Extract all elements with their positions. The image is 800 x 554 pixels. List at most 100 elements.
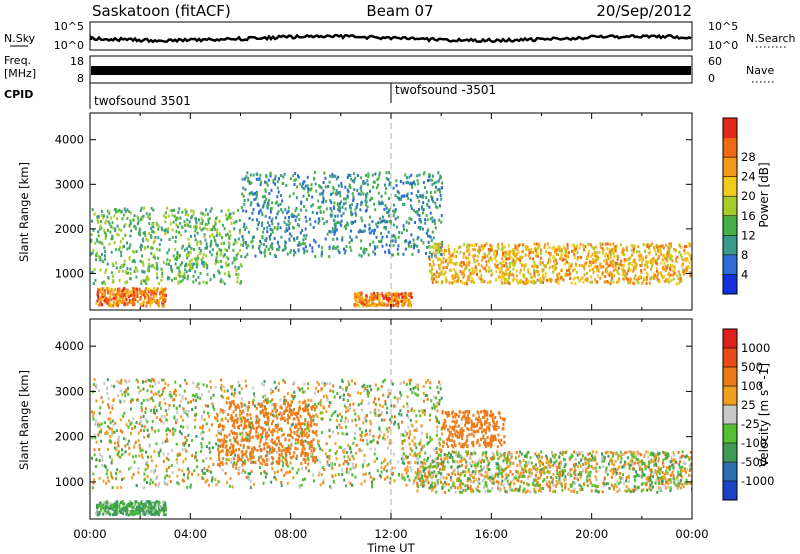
power-cell bbox=[202, 260, 205, 264]
power-cell bbox=[126, 241, 128, 245]
power-cell bbox=[518, 257, 520, 261]
velocity-cell bbox=[241, 397, 243, 401]
power-cell bbox=[235, 253, 238, 257]
power-cell bbox=[266, 230, 269, 234]
power-cell bbox=[93, 268, 96, 271]
velocity-cell bbox=[275, 477, 277, 481]
power-cell bbox=[347, 190, 350, 194]
power-cell bbox=[450, 259, 453, 262]
power-cell bbox=[617, 263, 620, 267]
power-cell bbox=[107, 291, 110, 295]
velocity-cell bbox=[284, 380, 287, 384]
power-cell bbox=[112, 302, 115, 306]
power-cell bbox=[128, 300, 131, 304]
velocity-cell bbox=[207, 411, 209, 415]
velocity-cell bbox=[341, 380, 344, 384]
power-cell bbox=[126, 208, 129, 212]
power-cell bbox=[437, 275, 440, 279]
power-cell bbox=[524, 245, 527, 248]
power-cell bbox=[286, 229, 289, 232]
power-cell bbox=[399, 180, 402, 183]
power-cell bbox=[677, 277, 680, 281]
power-cell bbox=[395, 296, 398, 300]
velocity-cell bbox=[243, 410, 246, 414]
velocity-cell bbox=[364, 433, 367, 437]
power-cell bbox=[358, 304, 361, 308]
power-cell bbox=[476, 259, 479, 263]
power-cell bbox=[285, 184, 288, 188]
power-cell bbox=[582, 280, 585, 284]
power-cell bbox=[271, 201, 274, 205]
power-cell bbox=[675, 257, 678, 260]
power-cell bbox=[181, 246, 184, 250]
velocity-cell bbox=[143, 435, 146, 439]
velocity-cell bbox=[318, 471, 321, 475]
power-cell bbox=[191, 265, 194, 269]
power-cell bbox=[590, 275, 593, 279]
power-cell bbox=[377, 221, 380, 225]
power-cell bbox=[141, 260, 144, 264]
power-cell bbox=[402, 203, 404, 206]
power-cell bbox=[179, 221, 182, 225]
power-cell bbox=[349, 245, 352, 249]
power-cell bbox=[330, 200, 333, 204]
power-cell bbox=[193, 225, 196, 229]
velocity-cell bbox=[354, 418, 357, 422]
velocity-cell bbox=[296, 423, 299, 427]
power-cell bbox=[657, 257, 660, 260]
power-cell bbox=[99, 258, 102, 262]
power-cell bbox=[352, 195, 355, 199]
power-cell bbox=[542, 268, 545, 272]
velocity-cell bbox=[162, 389, 165, 393]
power-cell bbox=[457, 276, 460, 280]
velocity-cell bbox=[260, 381, 263, 385]
power-cell bbox=[136, 289, 139, 293]
velocity-cell bbox=[422, 445, 425, 449]
power-cell bbox=[665, 278, 667, 282]
power-cell bbox=[548, 246, 551, 249]
power-cell bbox=[633, 261, 636, 264]
power-cell bbox=[443, 273, 445, 276]
power-cell bbox=[448, 256, 451, 260]
power-cell bbox=[291, 215, 294, 218]
velocity-cell bbox=[129, 407, 132, 411]
power-cell bbox=[543, 243, 546, 247]
power-cell bbox=[486, 254, 489, 258]
power-cell bbox=[629, 279, 632, 283]
power-cell bbox=[177, 210, 180, 214]
velocity-cell bbox=[121, 478, 123, 481]
power-cell bbox=[506, 257, 509, 261]
velocity-cell bbox=[172, 398, 175, 402]
velocity-cell bbox=[337, 431, 340, 435]
velocity-cell bbox=[376, 457, 379, 461]
velocity-cell bbox=[274, 386, 277, 390]
velocity-cell bbox=[174, 428, 177, 432]
power-cell bbox=[595, 251, 598, 255]
velocity-cell bbox=[374, 411, 377, 415]
power-cell bbox=[230, 216, 233, 220]
power-cell bbox=[483, 244, 486, 247]
power-cell bbox=[170, 267, 173, 271]
power-cell bbox=[565, 254, 568, 258]
velocity-cell bbox=[421, 431, 424, 435]
power-cell bbox=[277, 240, 279, 244]
power-cell bbox=[240, 280, 243, 284]
power-cell bbox=[606, 280, 609, 284]
power-cell bbox=[673, 247, 676, 251]
power-cell bbox=[609, 282, 612, 286]
power-cell bbox=[687, 264, 690, 268]
velocity-cell bbox=[178, 468, 181, 472]
power-cell bbox=[90, 233, 93, 236]
velocity-cell bbox=[399, 396, 401, 400]
power-cell bbox=[108, 222, 111, 226]
power-cell bbox=[681, 262, 684, 266]
velocity-cell bbox=[219, 408, 222, 412]
velocity-cell bbox=[130, 509, 133, 513]
velocity-cell bbox=[267, 452, 270, 456]
power-cell bbox=[388, 297, 391, 301]
power-cell bbox=[214, 220, 217, 224]
velocity-cell bbox=[207, 465, 210, 469]
power-cell bbox=[366, 179, 369, 183]
power-cell bbox=[157, 303, 160, 307]
velocity-cell bbox=[247, 458, 250, 462]
